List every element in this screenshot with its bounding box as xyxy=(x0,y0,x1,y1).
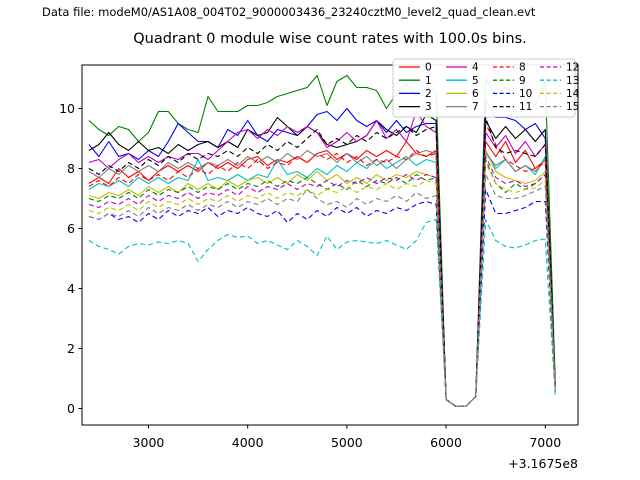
legend-label-7: 7 xyxy=(472,101,479,113)
x-tick-label: 3000 xyxy=(133,435,165,450)
data-file-header: Data file: modeM0/AS1A08_004T02_90000034… xyxy=(42,5,536,19)
legend-box xyxy=(392,58,576,118)
legend-label-11: 11 xyxy=(519,101,532,113)
y-tick-label: 8 xyxy=(67,161,75,176)
legend-label-14: 14 xyxy=(566,88,580,100)
legend-label-0: 0 xyxy=(425,62,432,74)
x-tick-label: 4000 xyxy=(232,435,264,450)
legend-label-1: 1 xyxy=(425,75,432,87)
legend-label-10: 10 xyxy=(519,88,532,100)
legend-label-13: 13 xyxy=(566,75,579,87)
y-tick-label: 6 xyxy=(67,221,75,236)
legend-label-6: 6 xyxy=(472,88,479,100)
y-tick-label: 10 xyxy=(59,101,75,116)
x-tick-label: 6000 xyxy=(430,435,462,450)
x-axis-offset-label: +3.1675e8 xyxy=(508,456,578,471)
legend-label-12: 12 xyxy=(566,62,579,74)
legend-label-3: 3 xyxy=(425,101,432,113)
legend-label-2: 2 xyxy=(425,88,432,100)
x-tick-label: 5000 xyxy=(331,435,363,450)
series-line-15 xyxy=(88,173,556,407)
y-tick-label: 4 xyxy=(67,281,75,296)
axes-frame xyxy=(81,64,579,426)
legend-label-5: 5 xyxy=(472,75,479,87)
legend-label-9: 9 xyxy=(519,75,526,87)
plot-area xyxy=(82,65,578,425)
y-tick-label: 0 xyxy=(67,401,75,416)
legend-label-15: 15 xyxy=(566,101,579,113)
y-tick-label: 2 xyxy=(67,341,75,356)
legend-label-8: 8 xyxy=(519,62,526,74)
series-line-14 xyxy=(88,161,556,407)
legend-label-4: 4 xyxy=(472,62,479,74)
x-tick-label: 7000 xyxy=(529,435,561,450)
series-line-8 xyxy=(88,122,556,407)
chart-title: Quadrant 0 module wise count rates with … xyxy=(133,31,527,47)
series-group xyxy=(88,74,556,407)
